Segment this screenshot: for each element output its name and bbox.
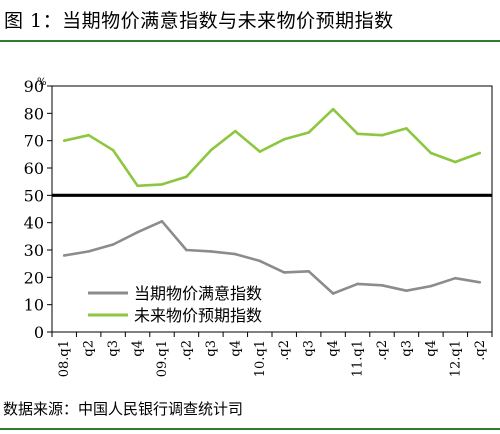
data-point (307, 131, 310, 134)
data-point (282, 138, 286, 141)
x-tick-label: q3 (106, 340, 121, 357)
series-future-price-expectation (62, 107, 482, 188)
data-point (62, 139, 66, 142)
data-point (258, 259, 262, 263)
bottom-divider (0, 428, 500, 430)
x-tick-label: 11.q1 (351, 340, 366, 377)
x-tick-label: 09.q1 (155, 340, 170, 377)
data-point (209, 148, 213, 152)
data-point (356, 282, 359, 286)
data-point (380, 133, 384, 137)
data-point (234, 252, 237, 256)
data-point (429, 284, 433, 288)
data-point (356, 132, 359, 136)
y-tick-label: 10 (24, 296, 44, 315)
data-point (478, 280, 482, 284)
series-line (63, 107, 481, 188)
data-point (87, 133, 90, 137)
data-point (185, 248, 188, 252)
data-point (160, 183, 164, 186)
data-point (331, 107, 335, 111)
line-chart: 0 10 20 30 40 50 60 70 80 90% 08.q1 q2 q3 q4 09.q1 .q2 q… (24, 77, 493, 377)
x-tick-label: 08.q1 (57, 340, 72, 377)
data-point (454, 160, 457, 164)
legend-label: 未来物价预期指数 (134, 306, 262, 325)
data-point (405, 127, 408, 130)
data-point (405, 289, 408, 293)
data-point (331, 292, 335, 295)
data-point (185, 175, 188, 179)
y-tick-label: 40 (24, 214, 44, 233)
y-tick-label: 90 (24, 77, 44, 96)
x-tick-label: q3 (204, 340, 219, 357)
y-tick-label: 0 (34, 323, 44, 342)
x-tick-label: q3 (399, 340, 414, 357)
y-tick-label: 20 (24, 268, 44, 287)
x-tick-label: .q2 (375, 340, 390, 361)
data-source: 数据来源：中国人民银行调查统计司 (3, 400, 244, 418)
data-point (209, 250, 213, 253)
data-point (478, 151, 482, 155)
y-tick-label: 30 (24, 241, 44, 260)
data-point (258, 150, 262, 153)
data-point (429, 151, 433, 155)
x-tick-label: .q2 (473, 340, 488, 361)
y-tick-label: 50 (24, 186, 44, 205)
data-point (160, 220, 164, 223)
series-line (63, 220, 481, 295)
data-point (136, 184, 139, 188)
x-tick-label: 10.q1 (253, 340, 268, 377)
data-point (136, 230, 139, 234)
y-tick-label: 70 (24, 132, 44, 151)
series-current-price-satisfaction (62, 220, 482, 295)
x-tick-label: 12.q1 (448, 340, 463, 377)
y-tick-label: 80 (24, 104, 44, 123)
data-point (380, 283, 384, 287)
plot-frame (51, 85, 493, 333)
data-point (307, 270, 310, 273)
title-divider (0, 40, 500, 42)
x-tick-label: q4 (131, 340, 146, 357)
x-tick-label: q4 (424, 340, 439, 357)
data-point (111, 148, 115, 152)
x-tick-label: q2 (82, 340, 97, 357)
chart-title: 图 1：当期物价满意指数与未来物价预期指数 (4, 10, 394, 32)
data-point (454, 276, 457, 280)
data-point (111, 243, 115, 246)
x-tick-label: .q2 (179, 340, 194, 361)
data-point (234, 129, 237, 133)
legend-label: 当期物价满意指数 (134, 284, 262, 303)
x-tick-label: q4 (228, 340, 243, 357)
data-point (62, 254, 66, 257)
data-point (87, 250, 90, 253)
x-tick-label: .q2 (277, 340, 292, 361)
y-tick-label: 60 (24, 159, 44, 178)
x-tick-label: q3 (302, 340, 317, 357)
x-tick-label: q4 (326, 340, 341, 357)
data-point (282, 271, 286, 274)
y-unit-label: % (37, 77, 47, 88)
